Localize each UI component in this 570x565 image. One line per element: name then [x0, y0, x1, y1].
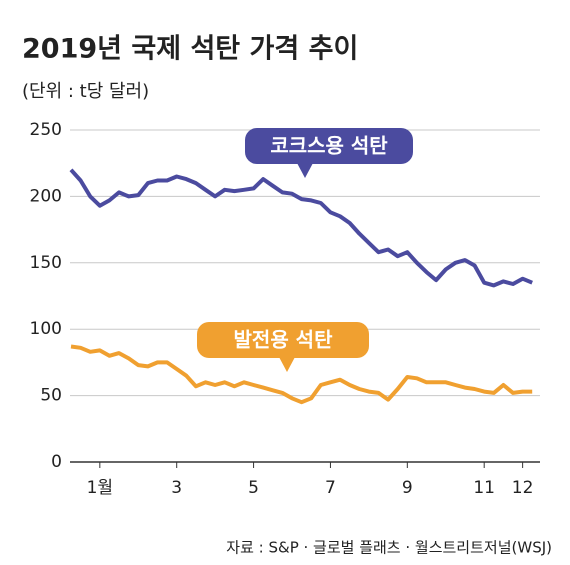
- x-tick-label: 1월: [87, 478, 113, 498]
- y-tick-label: 200: [30, 186, 62, 206]
- chart-subtitle: (단위 : t당 달러): [22, 81, 149, 102]
- legend-label: 코크스용 석탄: [270, 134, 388, 158]
- callout-pointer: [279, 357, 295, 372]
- series-line: [69, 168, 533, 288]
- y-tick-label: 100: [30, 319, 62, 339]
- x-tick-label: 7: [325, 478, 336, 498]
- x-tick-label: 5: [248, 478, 259, 498]
- y-tick-label: 150: [30, 253, 62, 273]
- y-tick-label: 250: [30, 120, 62, 140]
- x-tick-label: 11: [473, 478, 495, 498]
- legend-label: 발전용 석탄: [234, 328, 334, 352]
- x-tick-label: 12: [512, 478, 534, 498]
- callout-box: [245, 128, 413, 164]
- x-tick-label: 9: [402, 478, 413, 498]
- series-line: [70, 344, 533, 405]
- callout-box: [197, 322, 369, 358]
- x-tick-label: 3: [171, 478, 182, 498]
- source: 자료 : S&P · 글로벌 플래츠 · 월스트리트저널(WSJ): [226, 539, 552, 557]
- y-tick-label: 0: [51, 452, 62, 472]
- callout-pointer: [297, 163, 313, 178]
- y-tick-label: 50: [40, 386, 62, 406]
- chart-title: 2019년 국제 석탄 가격 추이: [22, 34, 358, 65]
